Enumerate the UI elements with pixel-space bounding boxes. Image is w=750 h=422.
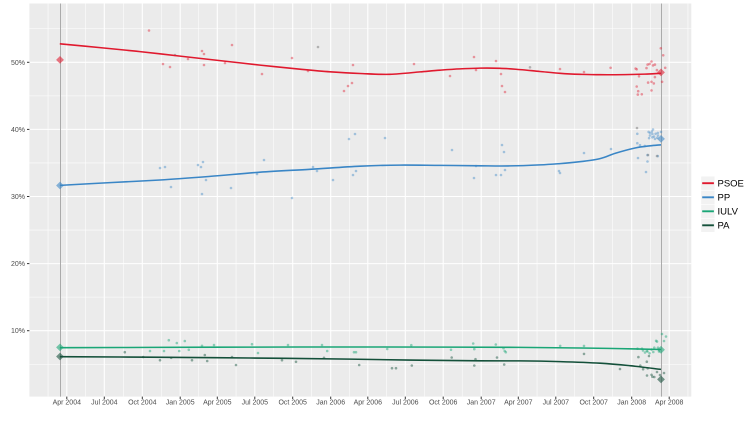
svg-text:Oct 2007: Oct 2007 xyxy=(579,400,608,407)
svg-text:Jan 2008: Jan 2008 xyxy=(617,400,646,407)
svg-text:Apr 2008: Apr 2008 xyxy=(655,400,684,407)
svg-text:Apr 2005: Apr 2005 xyxy=(203,400,232,407)
svg-text:Apr 2004: Apr 2004 xyxy=(53,400,82,407)
svg-text:PA: PA xyxy=(718,221,731,232)
svg-text:Apr 2006: Apr 2006 xyxy=(354,400,383,407)
svg-text:10%: 10% xyxy=(11,328,25,335)
svg-text:20%: 20% xyxy=(11,261,25,268)
svg-text:Jul 2007: Jul 2007 xyxy=(543,400,570,407)
svg-text:30%: 30% xyxy=(11,194,25,201)
svg-text:Jul 2006: Jul 2006 xyxy=(392,400,419,407)
svg-text:Jul 2005: Jul 2005 xyxy=(242,400,269,407)
svg-text:Oct 2005: Oct 2005 xyxy=(278,400,307,407)
svg-text:IULV: IULV xyxy=(718,207,739,218)
svg-text:Jan 2007: Jan 2007 xyxy=(467,400,496,407)
svg-text:Jan 2006: Jan 2006 xyxy=(316,400,345,407)
svg-text:Apr 2007: Apr 2007 xyxy=(504,400,533,407)
svg-text:Jul 2004: Jul 2004 xyxy=(91,400,118,407)
svg-text:Oct 2006: Oct 2006 xyxy=(429,400,458,407)
svg-text:PP: PP xyxy=(718,193,731,204)
svg-text:40%: 40% xyxy=(11,127,25,134)
svg-text:PSOE: PSOE xyxy=(718,178,744,189)
svg-text:Jan 2005: Jan 2005 xyxy=(166,400,195,407)
svg-text:Oct 2004: Oct 2004 xyxy=(128,400,157,407)
svg-text:50%: 50% xyxy=(11,60,25,67)
